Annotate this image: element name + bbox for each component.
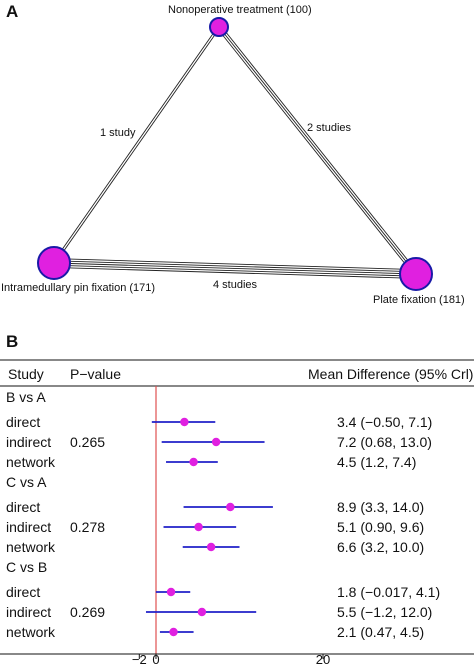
p-value: 0.265 [70, 434, 105, 450]
mean-difference-value: 1.8 (−0.017, 4.1) [337, 584, 440, 600]
edge-nonop-pin [52, 26, 221, 264]
table-row: network 2.1 (0.47, 4.5) [6, 624, 424, 640]
x-tick-label: 20 [316, 652, 330, 666]
node-nonop [209, 17, 229, 37]
node-plate [399, 257, 433, 291]
table-row: direct 3.4 (−0.50, 7.1) [6, 414, 432, 430]
forest-plot: B vs A direct 3.4 (−0.50, 7.1) indirect 0.26… [6, 386, 440, 666]
group-title: B vs A [6, 389, 46, 405]
x-tick-label: 0 [152, 652, 159, 666]
row-label: indirect [6, 604, 51, 620]
estimate-point [194, 522, 203, 532]
estimate-point [180, 417, 189, 427]
node-label-plate: Plate fixation (181) [373, 294, 465, 306]
header-mean-difference: Mean Difference (95% Crl) [308, 366, 473, 382]
panel-a-label: A [6, 2, 18, 21]
mean-difference-value: 8.9 (3.3, 14.0) [337, 499, 424, 515]
p-value: 0.278 [70, 519, 105, 535]
estimate-point [206, 542, 216, 552]
row-label: network [6, 539, 56, 555]
row-label: network [6, 624, 56, 640]
mean-difference-value: 2.1 (0.47, 4.5) [337, 624, 424, 640]
mean-difference-value: 4.5 (1.2, 7.4) [337, 454, 416, 470]
row-label: direct [6, 499, 40, 515]
row-label: direct [6, 414, 40, 430]
estimate-point [197, 607, 207, 617]
header-pvalue: P−value [70, 366, 121, 382]
network-edges [52, 25, 419, 279]
row-label: direct [6, 584, 40, 600]
table-row: direct 8.9 (3.3, 14.0) [6, 499, 424, 515]
node-label-nonop: Nonoperative treatment (100) [168, 4, 312, 16]
edge-pin-plate [53, 258, 417, 279]
estimate-point [169, 627, 178, 637]
panel-b-label: B [6, 332, 18, 351]
table-row: indirect 0.265 7.2 (0.68, 13.0) [6, 434, 432, 450]
node-label-pin: Intramedullary pin fixation (171) [1, 282, 155, 294]
mean-difference-value: 7.2 (0.68, 13.0) [337, 434, 432, 450]
edge-label-nonop-plate: 2 studies [307, 122, 352, 134]
estimate-point [211, 437, 221, 447]
edge-label-nonop-pin: 1 study [100, 127, 136, 139]
x-tick-label: −2 [132, 652, 147, 666]
x-axis: −2 0 20 [132, 652, 330, 666]
table-row: network 4.5 (1.2, 7.4) [6, 454, 416, 470]
mean-difference-value: 5.5 (−1.2, 12.0) [337, 604, 432, 620]
table-row: indirect 0.278 5.1 (0.90, 9.6) [6, 519, 424, 535]
header-study: Study [8, 366, 44, 382]
edge-nonop-plate [216, 25, 419, 276]
estimate-point [166, 587, 176, 597]
p-value: 0.269 [70, 604, 105, 620]
row-label: indirect [6, 434, 51, 450]
mean-difference-value: 6.6 (3.2, 10.0) [337, 539, 424, 555]
edge-label-pin-plate: 4 studies [213, 279, 258, 291]
table-row: indirect 0.269 5.5 (−1.2, 12.0) [6, 604, 432, 620]
estimate-point [226, 502, 235, 512]
row-label: indirect [6, 519, 51, 535]
group-title: C vs B [6, 559, 47, 575]
row-label: network [6, 454, 56, 470]
estimate-point [189, 457, 198, 467]
table-row: direct 1.8 (−0.017, 4.1) [6, 584, 440, 600]
table-row: network 6.6 (3.2, 10.0) [6, 539, 424, 555]
mean-difference-value: 5.1 (0.90, 9.6) [337, 519, 424, 535]
mean-difference-value: 3.4 (−0.50, 7.1) [337, 414, 432, 430]
node-pin [37, 246, 71, 280]
group-title: C vs A [6, 474, 47, 490]
network-nodes [37, 17, 433, 291]
